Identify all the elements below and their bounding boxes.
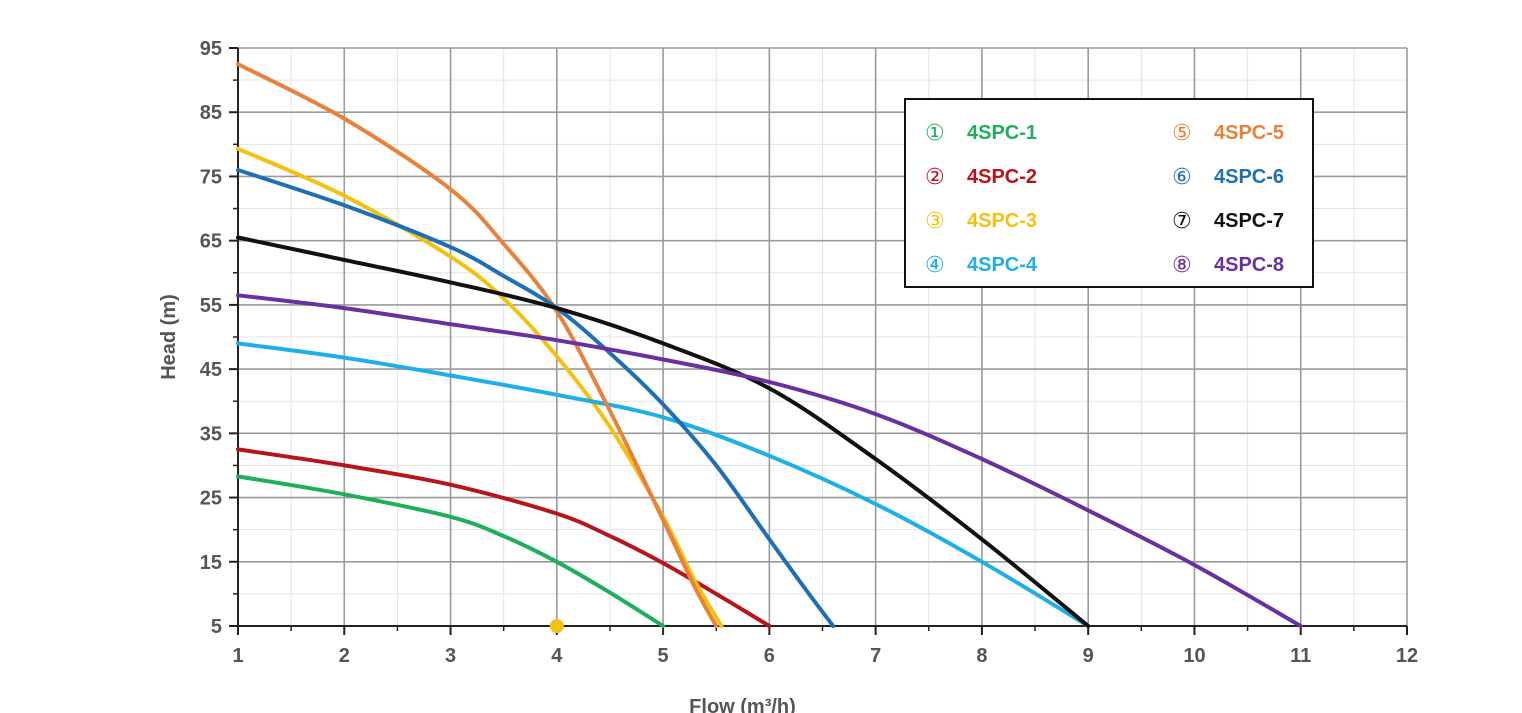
- legend-marker: ④: [925, 253, 945, 278]
- y-tick-label: 65: [200, 231, 222, 253]
- y-tick-label: 95: [200, 38, 222, 60]
- y-tick-label: 55: [200, 295, 222, 317]
- series-line-1: [236, 474, 666, 628]
- legend-label: 4SPC-1: [967, 122, 1037, 144]
- legend-marker: ⑦: [1172, 209, 1192, 234]
- series-line-6: [236, 168, 836, 628]
- y-tick-label: 5: [211, 616, 222, 638]
- legend-label: 4SPC-7: [1214, 210, 1284, 232]
- legend-box: [904, 98, 1314, 288]
- x-tick-label: 6: [764, 645, 775, 667]
- y-axis-title: Head (m): [158, 294, 180, 380]
- legend: ① 4SPC-1 ② 4SPC-2 ③ 4SPC-3 ④ 4SPC-4 ⑤ 4SPC-5 ⑥ 4SPC…: [904, 98, 1314, 288]
- legend-marker: ③: [925, 209, 945, 234]
- series-lines: [236, 62, 1303, 628]
- legend-marker: ②: [925, 165, 945, 190]
- y-tick-label: 45: [200, 359, 222, 381]
- legend-marker: ⑧: [1172, 253, 1192, 278]
- x-tick-label: 3: [445, 645, 456, 667]
- x-tick-label: 4: [551, 645, 563, 667]
- y-tick-label: 15: [200, 552, 222, 574]
- legend-label: 4SPC-3: [967, 210, 1037, 232]
- series-line-3: [236, 146, 724, 628]
- series-line-7: [236, 235, 1091, 628]
- y-tick-label: 85: [200, 102, 222, 124]
- series-line-2: [236, 447, 772, 628]
- x-tick-label: 2: [339, 645, 350, 667]
- marker-points: [549, 619, 564, 633]
- legend-label: 4SPC-6: [1214, 166, 1284, 188]
- series-line-8: [236, 293, 1303, 628]
- y-tick-label: 75: [200, 166, 222, 188]
- legend-label: 4SPC-5: [1214, 122, 1284, 144]
- x-tick-label: 7: [870, 645, 881, 667]
- series-line-5: [236, 62, 719, 628]
- x-tick-label: 8: [976, 645, 987, 667]
- y-tick-label: 25: [200, 488, 222, 510]
- x-tick-label: 11: [1290, 645, 1311, 667]
- x-axis-title: Flow (m³/h): [689, 696, 796, 713]
- data-point: [549, 619, 564, 633]
- x-tick-label: 1: [232, 645, 243, 667]
- x-tick-label: 10: [1183, 645, 1205, 667]
- legend-marker: ⑤: [1172, 121, 1192, 146]
- legend-label: 4SPC-8: [1214, 254, 1284, 276]
- legend-marker: ⑥: [1172, 165, 1192, 190]
- series-line-4: [236, 341, 1091, 628]
- legend-marker: ①: [925, 121, 945, 146]
- legend-label: 4SPC-2: [967, 166, 1037, 188]
- legend-label: 4SPC-4: [967, 254, 1038, 276]
- x-tick-label: 5: [658, 645, 669, 667]
- y-tick-label: 35: [200, 423, 222, 445]
- x-tick-label: 9: [1083, 645, 1094, 667]
- x-tick-label: 12: [1396, 645, 1418, 667]
